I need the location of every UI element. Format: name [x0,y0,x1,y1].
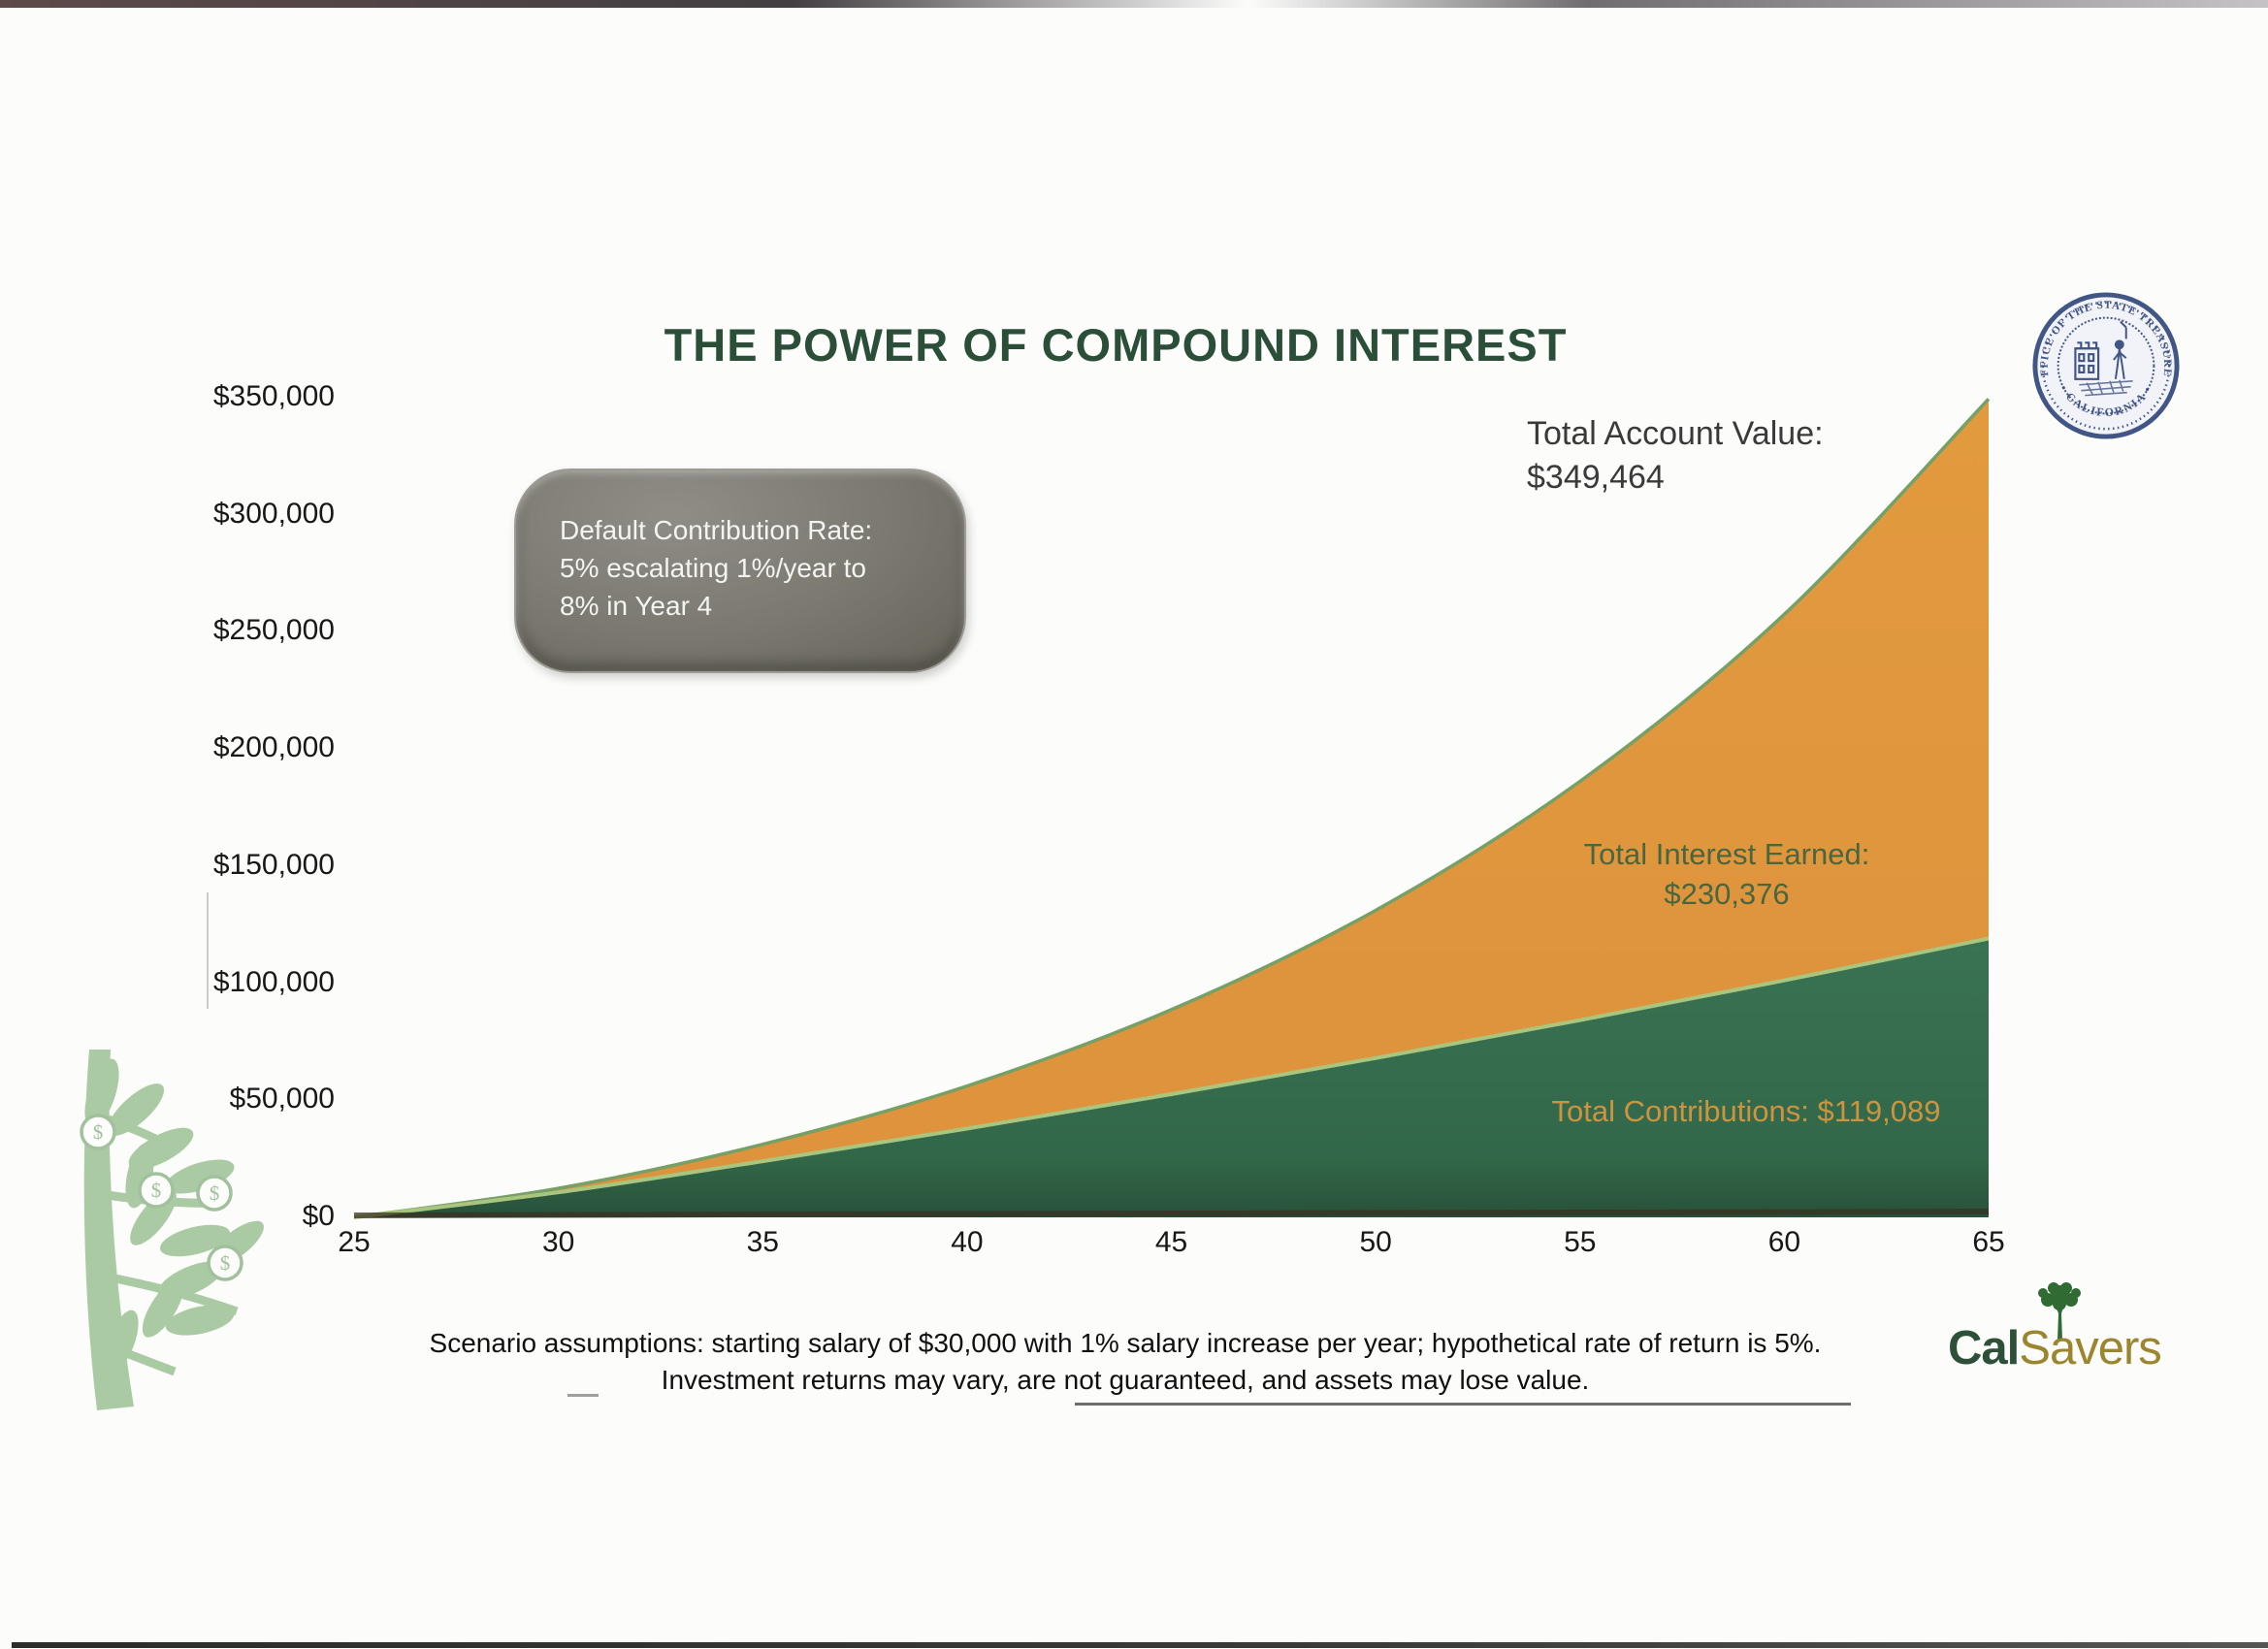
scan-artifact-line [1075,1403,1851,1406]
calsavers-tree-icon [2038,1282,2081,1341]
y-axis-tick-label: $100,000 [212,965,335,998]
logo-savers-text: Savers [2019,1322,2162,1374]
svg-text:$: $ [220,1251,231,1275]
dollar-coin-icons: $ $ $ $ [80,1114,243,1281]
y-axis-tick-label: $250,000 [212,614,335,647]
svg-text:$: $ [210,1181,220,1205]
callout-line-3: 8% in Year 4 [560,591,713,621]
y-axis-tick-label: $350,000 [212,380,335,412]
scan-artifact-dash [567,1394,599,1397]
scan-artifact-top-edge [0,0,2268,8]
seal-figure-icon [2113,320,2127,379]
x-axis-tick-label: 45 [1154,1226,1188,1258]
money-plant-icon: $ $ $ $ [80,1050,264,1410]
callout-text: Default Contribution Rate: 5% escalating… [560,511,872,625]
scan-artifact-vertical-line [207,892,209,1009]
seal-ground-hatch [2079,379,2133,397]
calsavers-wordmark: CalSavers [1948,1321,2162,1375]
svg-text:$: $ [151,1179,162,1202]
x-axis-tick-label: 50 [1359,1226,1392,1258]
total-account-value-annotation: Total Account Value: $349,464 [1527,412,1824,500]
contributions-area [354,938,1989,1217]
contributions-curve [353,936,1990,1219]
total-interest-earned-label: Total Interest Earned: [1583,837,1870,871]
x-axis-tick-label: 65 [1972,1226,2005,1258]
y-axis-tick-label: $300,000 [212,497,335,530]
callout-line-2: 5% escalating 1%/year to [560,553,866,583]
total-interest-earned-amount: $230,376 [1664,877,1790,911]
x-axis-tick-label: 30 [541,1226,575,1258]
x-axis-tick-label: 25 [338,1226,371,1258]
x-axis-baseline [353,1209,1990,1218]
callout-line-1: Default Contribution Rate: [560,515,873,545]
total-interest-earned-annotation: Total Interest Earned: $230,376 [1523,834,1930,914]
total-account-value-label: Total Account Value: [1527,415,1824,452]
chart-title: THE POWER OF COMPOUND INTEREST [664,319,1568,371]
account-value-curve [353,398,1991,1219]
total-contributions-annotation: Total Contributions: $119,089 [1551,1094,1941,1128]
total-account-value-amount: $349,464 [1527,459,1665,496]
scenario-assumptions-footer: Scenario assumptions: starting salary of… [68,1325,2183,1399]
logo-cal-text: Cal [1948,1322,2020,1374]
scan-artifact-bottom-edge [12,1642,2268,1648]
x-axis-tick-label: 40 [951,1226,984,1258]
y-axis-tick-label: $0 [302,1200,335,1232]
footer-line-1: Scenario assumptions: starting salary of… [429,1328,1822,1358]
x-axis-tick-label: 55 [1564,1226,1597,1258]
account-value-area [354,399,1989,1217]
x-axis-tick-label: 35 [746,1226,779,1258]
y-axis-tick-label: $200,000 [212,731,335,764]
footer-line-2: Investment returns may vary, are not gua… [661,1365,1590,1395]
svg-text:$: $ [93,1120,104,1144]
y-axis-tick-label: $150,000 [212,848,335,881]
x-axis-tick-label: 60 [1767,1226,1801,1258]
state-treasurer-seal-icon: OFFICE OF THE STATE TREASURER • CALIFORN… [2029,289,2180,439]
calsavers-logo: CalSavers [1948,1282,2200,1389]
default-contribution-rate-callout: Default Contribution Rate: 5% escalating… [514,469,966,673]
seal-building-icon [2074,341,2100,380]
y-axis-tick-label: $50,000 [229,1083,335,1116]
